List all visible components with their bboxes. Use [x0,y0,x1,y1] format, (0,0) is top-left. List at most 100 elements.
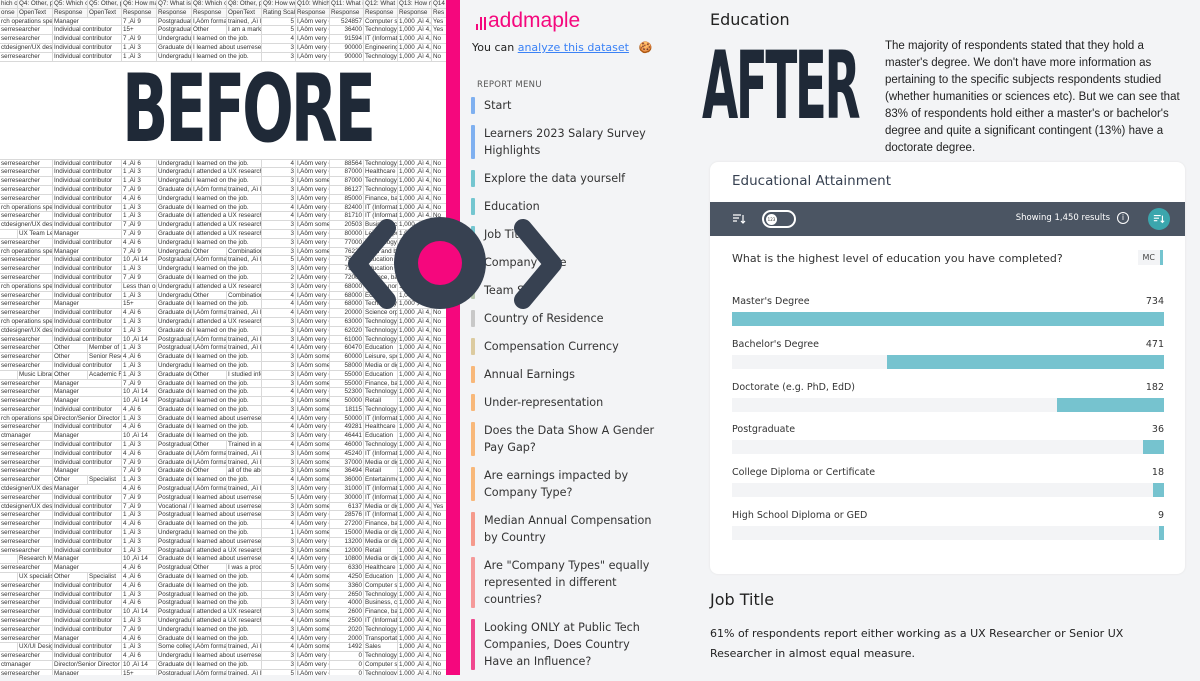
cell[interactable]: Individual contributor [53,282,122,291]
cell[interactable]: 1,000 ‚Äì 4,99 [399,661,432,669]
cell[interactable]: Individual contributor [53,265,122,273]
cell[interactable]: Postgraduat [158,608,192,617]
cell[interactable]: 1 ‚Äì 3 [122,265,157,273]
cell[interactable]: I‚Äôm somev [297,581,330,590]
cell[interactable]: Postgraduat [158,17,192,26]
cell[interactable]: trained, ‚Äì I [228,185,262,194]
cell[interactable]: Individual contributor [53,43,122,52]
menu-item[interactable]: Explore the data yourself [471,170,661,187]
cell[interactable]: 1 [262,529,296,537]
cell[interactable]: I learned on the job. [192,159,262,168]
cell[interactable]: Q11: What is [331,0,364,8]
cell[interactable]: OpenText [227,8,262,17]
cell[interactable]: 31000 [330,485,364,493]
cell[interactable]: 3 [262,361,296,370]
cell[interactable]: Individual contributor [53,168,122,177]
cell[interactable]: Technology ( [365,317,398,326]
cell[interactable]: I‚Äôm very co [296,17,330,26]
cell[interactable]: Manager [53,17,122,26]
cell[interactable]: No [432,177,446,185]
menu-item[interactable]: Are "Company Types" equally represented … [471,557,661,608]
cell[interactable]: Manager [53,397,122,405]
cell[interactable]: Other [192,26,227,35]
cell[interactable]: Other [53,344,88,353]
cell[interactable]: rch operations spec [1,247,53,256]
cell[interactable]: I‚Äôm formally [193,449,227,458]
cell[interactable]: 2500 [330,617,364,625]
cell[interactable]: Response [53,8,88,17]
cell[interactable]: I learned on the job. [192,388,262,397]
cell[interactable]: I‚Äôm very co [296,564,330,573]
cell[interactable]: 3 [262,238,296,247]
cell[interactable]: Graduate deg [157,185,192,194]
cell[interactable]: 4 ‚Äì 6 [122,520,157,529]
cell[interactable]: serresearcher [0,520,53,529]
cell[interactable]: Entertainmer [365,476,398,485]
cell[interactable]: No [432,582,446,590]
cell[interactable]: 4 [262,617,296,625]
cell[interactable]: serresearcher [0,300,53,309]
cell[interactable]: trained, ‚Äì I [228,449,262,458]
cell[interactable]: 91594 [330,35,364,43]
cell[interactable]: 3 [262,177,296,185]
cell[interactable]: 1,000 ‚Äì 4,99 [399,546,432,555]
cell[interactable]: 1,000 ‚Äì 4,99 [399,52,432,61]
cell[interactable]: No [432,406,446,414]
cell[interactable]: Education [364,432,398,441]
cell[interactable]: I‚Äôm very co [296,185,330,194]
cell[interactable]: I‚Äôm somev [297,643,330,652]
cell[interactable]: IT (Informatio [365,511,398,520]
cell[interactable]: 1 ‚Äì 3 [122,476,157,485]
cell[interactable]: 1,000 ‚Äì 4,99 [399,564,432,573]
cell[interactable]: I‚Äôm very co [296,537,330,546]
cell[interactable]: 0 [330,669,364,675]
cell[interactable]: 1,000 ‚Äì 4,99 [399,502,432,511]
cell[interactable]: IT (Informatio [365,617,398,625]
cell[interactable]: 68000 [330,282,364,291]
menu-item[interactable]: Country of Residence [471,310,661,327]
cell[interactable]: Specialist [88,573,122,581]
cell[interactable]: Technology ( [365,405,398,414]
cell[interactable] [0,370,18,379]
cell[interactable]: I‚Äôm very co [296,203,330,212]
cell[interactable]: Technology ( [365,177,398,185]
cell[interactable]: 1 ‚Äì 3 [122,590,157,599]
cell[interactable]: Undergradua [158,168,192,177]
cell[interactable]: 1,000 ‚Äì 4,99 [399,405,432,414]
cell[interactable]: ctdesigner/UX desig [1,326,53,335]
cell[interactable]: serresearcher [0,581,53,590]
cell[interactable]: Individual contributor [53,221,122,229]
cell[interactable]: 1 ‚Äì 3 [122,511,157,520]
menu-item[interactable]: Learners 2023 Salary Survey Highlights [471,125,661,159]
cell[interactable]: No [432,652,446,660]
cell[interactable]: 1,000 ‚Äì 4,99 [399,573,432,581]
cell[interactable]: 49281 [330,423,364,432]
cell[interactable]: I‚Äôm somev [297,397,330,405]
cell[interactable]: Undergradua [158,652,192,660]
cell[interactable]: No [432,547,446,555]
cell[interactable]: Undergradua [158,238,192,247]
cell[interactable]: serresearcher [0,344,53,353]
cell[interactable]: I am a marke [228,26,262,35]
cell[interactable]: 90000 [330,52,364,61]
cell[interactable]: 3 [262,599,296,608]
cell[interactable]: 4 ‚Äì 6 [122,405,157,414]
cell[interactable]: Retail [364,546,398,555]
cell[interactable]: I‚Äôm formally [193,17,227,26]
cell[interactable]: 4 ‚Äì 6 [122,423,157,432]
cell[interactable]: I learned about userresear [193,511,262,520]
cell[interactable]: No [432,212,446,220]
cell[interactable]: Response [122,8,157,17]
cell[interactable]: Individual contributor [53,608,122,617]
cell[interactable]: serresearcher [0,625,53,634]
cell[interactable]: Senior Resea [89,353,122,361]
cell[interactable]: 6330 [330,564,364,573]
cell[interactable]: 4 [262,159,296,168]
cell[interactable]: Technology ( [365,335,398,344]
cell[interactable]: serresearcher [0,590,53,599]
cell[interactable]: I learned on the job. [192,361,262,370]
cell[interactable]: I‚Äôm very co [296,661,330,669]
cell[interactable]: I‚Äôm somev [297,449,330,458]
cell[interactable]: 68000 [330,300,364,309]
cell[interactable]: Undergradua [158,282,192,291]
